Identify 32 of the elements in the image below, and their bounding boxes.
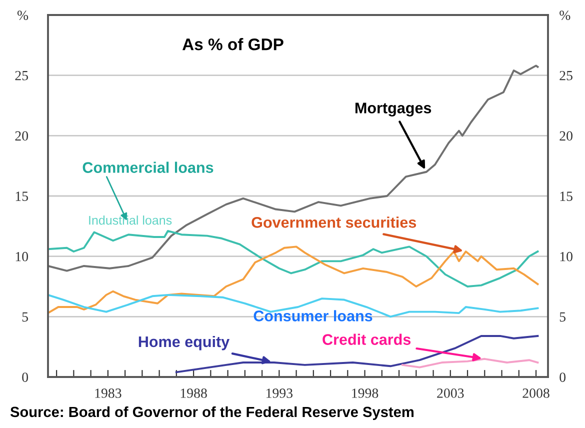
x-tick-label: 1993 — [266, 388, 293, 398]
series-label: Home equity — [138, 336, 230, 350]
y2-tick-label: 5 — [560, 312, 566, 322]
text: As % of GDP — [182, 38, 284, 50]
y-tick-label: 0 — [22, 372, 28, 382]
series-label: Credit cards — [322, 334, 411, 345]
line-series — [48, 230, 539, 288]
y2-tick-label: 20 — [560, 131, 572, 141]
x-tick-label: 2003 — [437, 388, 464, 398]
y2-tick-label: 10 — [560, 252, 572, 262]
series-label: Mortgages — [355, 102, 432, 116]
x-tick-label: 1998 — [352, 388, 378, 398]
text: Government securities — [252, 216, 416, 228]
x-tick-label: 2008 — [522, 388, 550, 398]
line-series — [48, 64, 539, 272]
y2-tick-label: 15 — [560, 192, 572, 201]
annotation: Industrial loans — [89, 216, 172, 225]
y-tick-label: % — [17, 10, 28, 20]
line-series — [401, 358, 539, 368]
y2-tick-label: 25 — [560, 70, 572, 80]
y-tick-label: 15 — [16, 192, 28, 201]
y-tick-label: 5 — [22, 312, 28, 322]
y2-tick-label: % — [560, 10, 570, 20]
y2-tick-label: 0 — [560, 372, 566, 382]
source-note: Source: Board of Governor of the Federal Reserve System — [10, 406, 414, 420]
y-tick-label: 20 — [15, 131, 28, 141]
series-label: Consumer loans — [254, 310, 372, 322]
y-tick-label: 10 — [16, 252, 28, 262]
x-tick-label: 1983 — [95, 388, 122, 398]
text: Commercial loans — [82, 162, 214, 173]
y-tick-label: 25 — [15, 70, 28, 80]
x-tick-label: 1988 — [180, 388, 207, 398]
